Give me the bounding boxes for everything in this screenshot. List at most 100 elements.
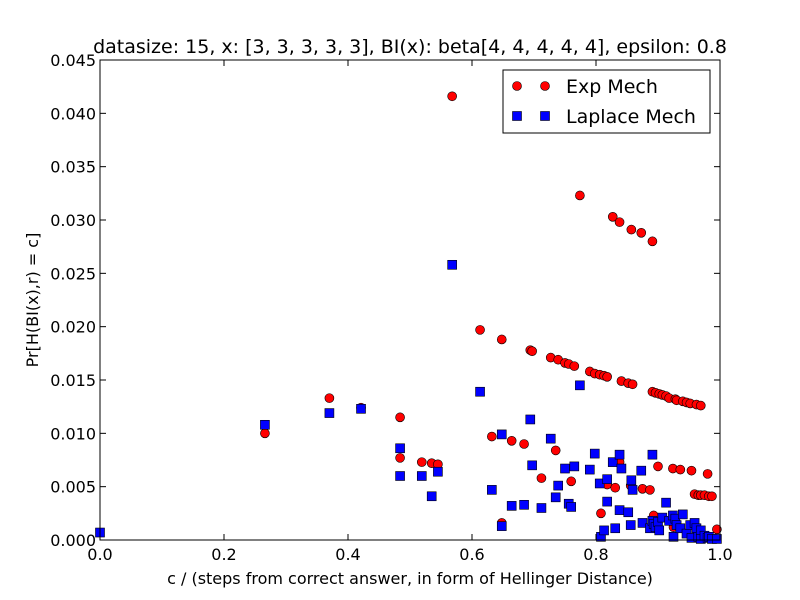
- exp-mech-point: [702, 469, 713, 479]
- laplace-mech-point: [654, 525, 665, 536]
- y-tick-label: 0.030: [50, 211, 96, 230]
- y-tick-label: 0.040: [50, 104, 96, 123]
- laplace-mech-point: [647, 449, 658, 460]
- laplace-mech-point: [324, 408, 335, 418]
- laplace-mech-point: [599, 525, 609, 536]
- laplace-mech-point: [602, 474, 612, 485]
- laplace-mech-point: [626, 475, 637, 486]
- exp-mech-point: [506, 435, 517, 446]
- exp-mech-point: [653, 461, 663, 472]
- x-tick-label: 0.0: [87, 545, 112, 564]
- laplace-mech-point: [668, 531, 679, 542]
- laplace-mech-point: [616, 463, 627, 474]
- laplace-mech-point: [625, 520, 636, 530]
- laplace-mech-point: [545, 433, 556, 444]
- laplace-mech-point: [260, 419, 270, 430]
- legend-laplace-label: Laplace Mech: [566, 106, 696, 128]
- laplace-mech-point: [614, 449, 625, 460]
- laplace-mech-point: [447, 259, 457, 270]
- exp-mech-point: [636, 228, 647, 238]
- exp-mech-point: [647, 236, 658, 247]
- laplace-mech-point: [636, 465, 647, 476]
- legend-laplace-marker-1: [512, 111, 522, 121]
- plot-frame: [99, 59, 721, 541]
- laplace-mech-point: [496, 429, 507, 440]
- laplace-mech-point: [426, 491, 437, 502]
- exp-mech-point: [260, 428, 270, 439]
- y-axis-label: Pr[H(BI(x),r) = c]: [23, 233, 42, 368]
- laplace-mech-point: [584, 464, 595, 475]
- exp-mech-point: [607, 212, 618, 222]
- laplace-mech-point: [627, 485, 638, 495]
- exp-mech-point: [487, 431, 497, 442]
- x-tick-label: 0.6: [459, 545, 484, 564]
- exp-mech-point: [627, 379, 638, 390]
- x-tick-label: 0.8: [583, 545, 608, 564]
- legend-laplace-marker-2: [540, 111, 550, 121]
- exp-mech-point: [569, 361, 580, 371]
- exp-mech-point: [610, 482, 621, 493]
- exp-mech-point: [712, 524, 722, 535]
- exp-mech-point: [519, 439, 529, 449]
- laplace-mech-point: [527, 460, 537, 471]
- exp-mech-point: [707, 491, 717, 502]
- laplace-mech-point: [475, 386, 485, 397]
- laplace-mech-point: [677, 509, 688, 520]
- x-tick-label: 0.2: [211, 545, 236, 564]
- laplace-mech-point: [560, 463, 570, 474]
- laplace-mech-point: [416, 471, 427, 481]
- exp-mech-point: [496, 334, 507, 345]
- laplace-mech-point: [607, 457, 618, 467]
- axis-ticks: 0.0 0.2 0.4 0.6 0.8 1.0 0.000 0.005 0.010 0.015 0.…: [50, 51, 733, 564]
- y-tick-label: 0.020: [50, 318, 96, 337]
- exp-mech-point: [645, 485, 655, 495]
- laplace-mech-point: [356, 403, 366, 414]
- laplace-mech-point: [575, 380, 585, 391]
- exp-mech-point: [324, 393, 335, 403]
- exp-mech-point: [626, 224, 637, 235]
- laplace-mech-point: [566, 502, 577, 512]
- exp-mech-point: [550, 445, 561, 456]
- laplace-mech-point: [569, 461, 580, 472]
- y-tick-label: 0.005: [50, 478, 96, 497]
- exp-mech-point: [686, 465, 697, 476]
- y-tick-label: 0.010: [50, 424, 96, 443]
- laplace-mech-point: [433, 466, 443, 477]
- y-tick-label: 0.025: [50, 264, 96, 283]
- laplace-mech-point: [496, 521, 507, 531]
- laplace-mech-point: [487, 485, 497, 495]
- exp-mech-point: [527, 346, 537, 357]
- laplace-mech-point: [589, 448, 600, 459]
- laplace-mech-point: [712, 534, 722, 544]
- exp-mech-point: [447, 91, 457, 102]
- exp-mech-point: [575, 190, 585, 201]
- exp-mech-point: [602, 371, 612, 382]
- x-tick-label: 0.4: [335, 545, 360, 564]
- laplace-mech-point: [637, 518, 648, 528]
- laplace-mech-point: [553, 480, 563, 491]
- legend-exp-marker-2: [540, 81, 550, 91]
- laplace-mech-point: [610, 523, 621, 534]
- exp-mech-point: [536, 473, 547, 483]
- laplace-mech-point: [519, 499, 529, 510]
- x-axis-label: c / (steps from correct answer, in form …: [167, 569, 653, 588]
- legend: Exp Mech Laplace Mech: [502, 69, 711, 134]
- y-tick-label: 0.000: [50, 531, 96, 550]
- exp-mech-point: [395, 453, 405, 463]
- legend-exp-label: Exp Mech: [566, 76, 658, 98]
- laplace-mech-point: [525, 414, 536, 425]
- laplace-mech-point: [602, 496, 612, 507]
- laplace-mech-point: [536, 503, 547, 513]
- y-tick-label: 0.035: [50, 158, 96, 177]
- laplace-mech-point: [506, 501, 517, 511]
- y-tick-label: 0.045: [50, 51, 96, 70]
- laplace-mech-point: [623, 507, 634, 518]
- exp-mech-point: [566, 476, 577, 487]
- exp-mech-point: [475, 325, 485, 335]
- laplace-mech-point: [395, 443, 405, 454]
- legend-exp-marker-1: [512, 81, 522, 91]
- exp-mech-point: [416, 457, 427, 467]
- laplace-mech-point: [675, 523, 686, 534]
- exp-mech-point: [596, 508, 606, 519]
